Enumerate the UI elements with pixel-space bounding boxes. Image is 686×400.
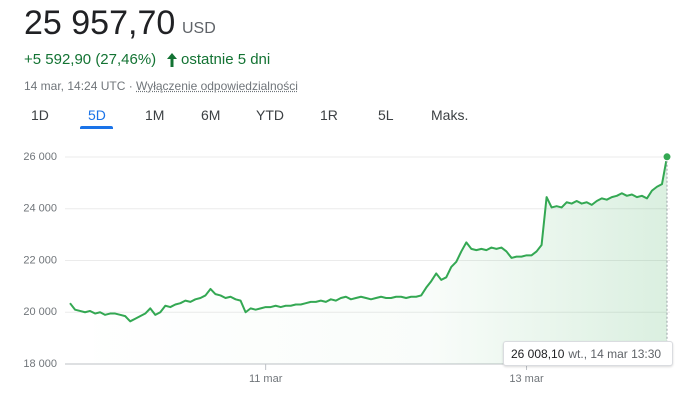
price: 25 957,70 — [24, 4, 176, 42]
y-tick-label: 24 000 — [23, 203, 57, 215]
y-tick-label: 18 000 — [23, 358, 57, 370]
tooltip-value: 26 008,10 — [511, 347, 565, 361]
hover-dot — [662, 152, 672, 162]
range-tab[interactable]: 6M — [201, 107, 221, 123]
price-line — [69, 156, 668, 323]
x-tick-label: 11 mar — [249, 373, 283, 385]
y-tick-label: 20 000 — [23, 306, 57, 318]
range-tab[interactable]: YTD — [256, 107, 284, 123]
range-tab[interactable]: Maks. — [431, 107, 469, 123]
x-tick-label: 13 mar — [509, 373, 544, 385]
timestamp: 14 mar, 14:24 UTC · — [24, 79, 133, 93]
tab-indicator — [80, 126, 113, 129]
tooltip: 26 008,10 wt., 14 mar 13:30 — [503, 341, 673, 366]
disclaimer-link[interactable]: Wyłączenie odpowiedzialności — [136, 79, 298, 93]
y-tick-label: 22 000 — [23, 254, 57, 266]
y-tick-label: 26 000 — [23, 151, 57, 163]
change: +5 592,90 (27,46%) — [24, 51, 157, 68]
tooltip-time: wt., 14 mar 13:30 — [568, 347, 662, 361]
range-tab[interactable]: 1R — [320, 107, 338, 123]
range-tab[interactable]: 1M — [145, 107, 165, 123]
currency: USD — [182, 20, 216, 37]
range-tab[interactable]: 5L — [378, 107, 394, 123]
period: ostatnie 5 dni — [181, 51, 271, 68]
range-tab[interactable]: 1D — [31, 107, 49, 123]
range-tab[interactable]: 5D — [88, 107, 106, 123]
area — [70, 156, 667, 364]
up-arrow — [167, 53, 177, 67]
